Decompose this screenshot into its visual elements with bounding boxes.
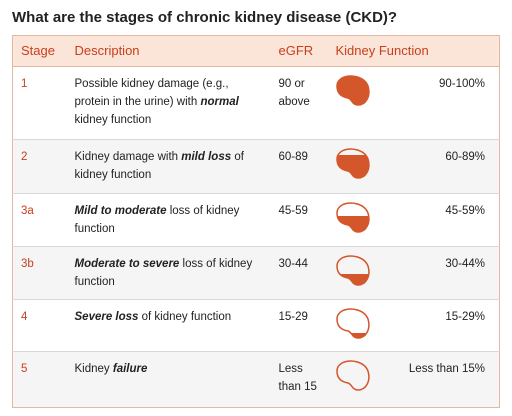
stage: 3b	[12, 246, 67, 300]
emphasis: Severe loss	[74, 311, 139, 323]
function: 90-100%	[327, 66, 500, 140]
description: Possible kidney damage (e.g., protein in…	[66, 66, 271, 140]
text: of kidney function	[138, 311, 232, 323]
row: 1 Possible kidney damage (e.g., protein …	[12, 66, 500, 140]
function-text: 30-44%	[445, 258, 485, 270]
stage: 3a	[12, 193, 67, 247]
function-text: 60-89%	[445, 151, 485, 163]
header-cell: Stage	[12, 35, 67, 67]
kidney-icon	[335, 75, 370, 106]
description: Mild to moderate loss of kidney function	[66, 193, 271, 247]
header-cell: Description	[66, 35, 271, 67]
row: 3a Mild to moderate loss of kidney funct…	[12, 193, 500, 247]
kidney-icon	[335, 360, 370, 391]
row: 2 Kidney damage with mild loss of kidney…	[12, 139, 500, 194]
egfr: 90 or above	[270, 66, 328, 140]
kidney-icon	[335, 148, 370, 179]
function: 15-29%	[327, 299, 500, 352]
text: Possible kidney damage (e.g., protein in…	[74, 78, 229, 108]
text: loss of kidney function	[74, 205, 240, 235]
description: Kidney damage with mild loss of kidney f…	[66, 139, 271, 194]
egfr: 60-89	[270, 139, 328, 194]
text: kidney function	[74, 114, 152, 126]
function: Less than 15%	[327, 351, 500, 408]
egfr: 30-44	[270, 246, 328, 300]
row: 3b Moderate to severe loss of kidney fun…	[12, 246, 500, 300]
header-cell: eGFR	[270, 35, 328, 67]
function-text: 90-100%	[438, 78, 485, 90]
egfr: Less than 15	[270, 351, 328, 408]
description: Moderate to severe loss of kidney functi…	[66, 246, 271, 300]
row: 4 Severe loss of kidney function 15-29 1…	[12, 299, 500, 352]
function-text: Less than 15%	[408, 363, 485, 375]
function: 45-59%	[327, 193, 500, 247]
emphasis: failure	[112, 363, 148, 375]
kidney-icon	[335, 308, 370, 339]
emphasis: Mild to moderate	[74, 205, 167, 217]
text: Kidney	[74, 363, 113, 375]
egfr: 45-59	[270, 193, 328, 247]
emphasis: Moderate to severe	[74, 258, 180, 270]
row: 5 Kidney failure Less than 15 Less than …	[12, 351, 500, 408]
title: What are the stages of chronic kidney di…	[12, 9, 398, 26]
stage: 4	[12, 299, 67, 352]
kidney-icon	[335, 202, 370, 233]
stage: 1	[12, 66, 67, 140]
description: Kidney failure	[66, 351, 271, 408]
description: Severe loss of kidney function	[66, 299, 271, 352]
text: loss of kidney function	[74, 258, 253, 288]
ckd-table: Stage Description eGFR Kidney Function 1…	[12, 35, 500, 408]
kidney-icon	[335, 255, 370, 286]
egfr: 15-29	[270, 299, 328, 352]
function-text: 45-59%	[445, 205, 485, 217]
stage: 2	[12, 139, 67, 194]
header-row: Stage Description eGFR Kidney Function	[12, 35, 500, 67]
stage: 5	[12, 351, 67, 408]
header-cell: Kidney Function	[327, 35, 500, 67]
function: 60-89%	[327, 139, 500, 194]
emphasis: mild loss	[181, 151, 232, 163]
emphasis: normal	[200, 96, 239, 108]
text: of kidney function	[74, 151, 244, 181]
function-text: 15-29%	[445, 311, 485, 323]
function: 30-44%	[327, 246, 500, 300]
text: Kidney damage with	[74, 151, 182, 163]
